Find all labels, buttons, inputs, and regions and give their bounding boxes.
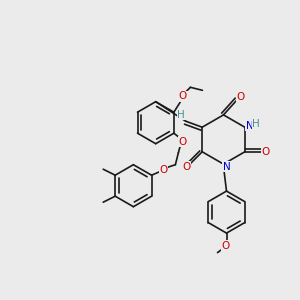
Text: O: O (159, 165, 167, 175)
Text: H: H (252, 118, 260, 129)
Text: H: H (177, 110, 185, 120)
Text: O: O (179, 91, 187, 101)
Text: O: O (237, 92, 245, 103)
Text: N: N (246, 121, 254, 131)
Text: O: O (182, 162, 191, 172)
Text: O: O (179, 136, 187, 147)
Text: O: O (262, 147, 270, 157)
Text: N: N (223, 161, 230, 172)
Text: O: O (222, 241, 230, 251)
